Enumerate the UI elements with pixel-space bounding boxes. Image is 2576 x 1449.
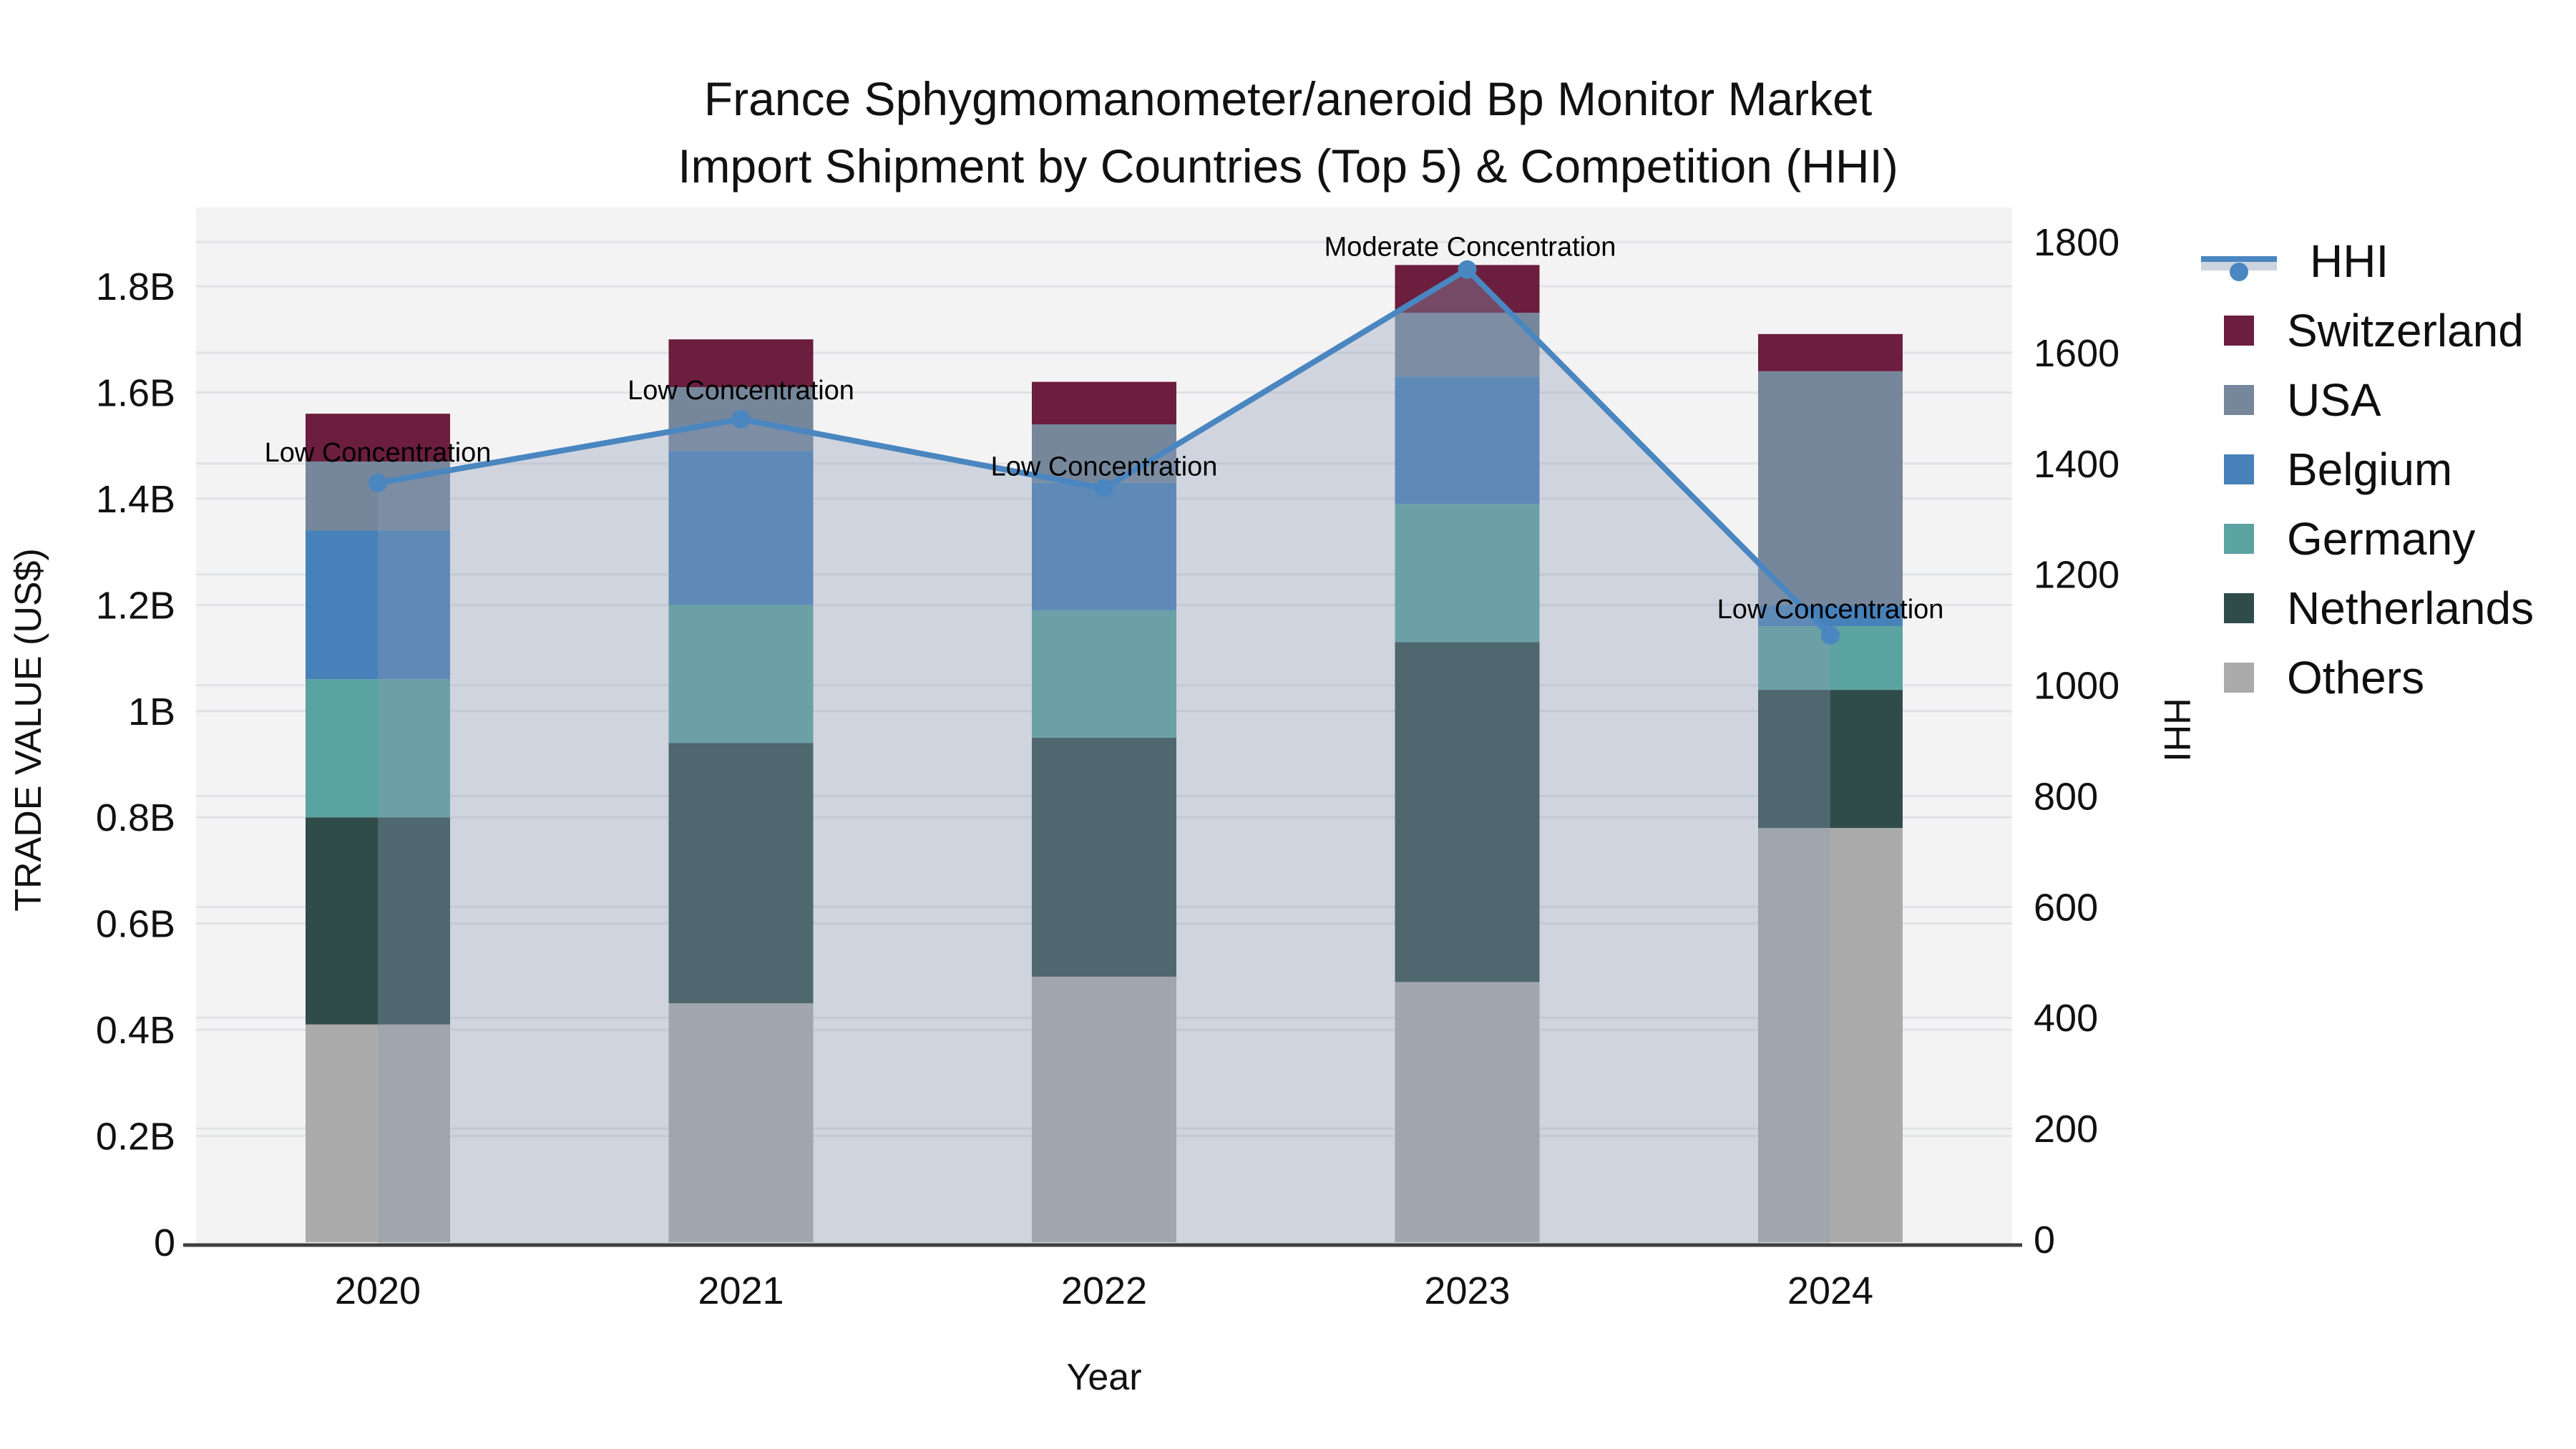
legend-label: Switzerland (2287, 304, 2524, 356)
y-right-tick-600: 600 (2034, 886, 2098, 929)
legend-label: USA (2287, 374, 2381, 426)
y-left-tick-0.8B: 0.8B (96, 796, 175, 839)
bar-segment-2020-germany[interactable] (306, 679, 450, 818)
y-right-tick-1600: 1600 (2034, 332, 2119, 375)
others-swatch (2224, 662, 2254, 693)
annotation-2023: Moderate Concentration (1324, 233, 1616, 263)
annotation-2024: Low Concentration (1717, 595, 1944, 625)
hhi-line-swatch (2201, 246, 2277, 281)
y-axis-left-title: TRADE VALUE (US$) (8, 548, 49, 912)
bar-segment-2024-others[interactable] (1758, 828, 1903, 1242)
bar-segment-2020-switzerland[interactable] (306, 414, 450, 462)
bar-segment-2022-germany[interactable] (1032, 610, 1176, 738)
bar-segment-2024-belgium[interactable] (1758, 605, 1903, 627)
annotation-2022: Low Concentration (991, 452, 1218, 482)
hhi-marker-2022[interactable] (1095, 479, 1113, 498)
bar-segment-2024-netherlands[interactable] (1758, 690, 1903, 829)
x-tick-2022: 2022 (1061, 1269, 1147, 1312)
y-right-tick-200: 200 (2034, 1108, 2098, 1151)
bar-segment-2022-usa[interactable] (1032, 424, 1176, 483)
legend-label: Germany (2287, 512, 2476, 565)
hhi-area-fill (378, 269, 1830, 1246)
y-left-tick-0.6B: 0.6B (96, 903, 175, 946)
bar-segment-2022-others[interactable] (1032, 976, 1176, 1242)
legend-item-hhi[interactable]: HHI (2201, 226, 2534, 296)
legend-item-belgium[interactable]: Belgium (2201, 434, 2534, 504)
y-right-tick-0: 0 (2034, 1219, 2055, 1262)
legend-item-usa[interactable]: USA (2201, 365, 2534, 434)
y-right-tick-1400: 1400 (2034, 443, 2119, 486)
bar-segment-2023-usa[interactable] (1395, 313, 1540, 377)
y-right-tick-1800: 1800 (2034, 221, 2119, 264)
hhi-marker-2020[interactable] (369, 473, 387, 492)
belgium-swatch (2224, 454, 2254, 484)
bar-segment-2021-others[interactable] (668, 1003, 814, 1242)
chart-title-line-2: Import Shipment by Countries (Top 5) & C… (678, 140, 1898, 192)
y-left-tick-0.2B: 0.2B (96, 1116, 175, 1158)
bar-segment-2021-netherlands[interactable] (668, 743, 814, 1004)
hhi-marker-2024[interactable] (1821, 625, 1840, 645)
y-left-tick-1B: 1B (128, 691, 175, 733)
annotation-2020: Low Concentration (265, 438, 492, 468)
hhi-marker-2021[interactable] (731, 409, 751, 429)
usa-swatch (2224, 384, 2254, 415)
legend-label: Belgium (2287, 443, 2453, 495)
bar-segment-2020-belgium[interactable] (306, 530, 450, 680)
y-left-tick-0.4B: 0.4B (96, 1009, 175, 1052)
bar-segment-2022-belgium[interactable] (1032, 482, 1176, 610)
x-tick-2021: 2021 (698, 1269, 784, 1312)
x-axis-title: Year (1066, 1357, 1142, 1398)
hhi-marker-2023[interactable] (1458, 260, 1477, 279)
switzerland-swatch (2224, 315, 2254, 346)
bar-segment-2022-switzerland[interactable] (1032, 381, 1176, 425)
legend-label: Netherlands (2287, 582, 2534, 634)
legend-item-netherlands[interactable]: Netherlands (2201, 573, 2534, 643)
y-left-tick-1.4B: 1.4B (96, 478, 175, 521)
bar-segment-2024-usa[interactable] (1758, 371, 1903, 605)
y-right-tick-1000: 1000 (2034, 665, 2119, 708)
y-left-tick-1.8B: 1.8B (96, 265, 175, 308)
x-tick-2024: 2024 (1787, 1269, 1873, 1312)
bar-segment-2024-switzerland[interactable] (1758, 333, 1903, 371)
x-tick-2023: 2023 (1424, 1269, 1510, 1312)
bar-segment-2023-belgium[interactable] (1395, 376, 1540, 504)
legend: HHI Switzerland USA Belgium Germany Neth… (2201, 226, 2534, 712)
y-right-tick-1200: 1200 (2034, 554, 2119, 597)
x-tick-2020: 2020 (335, 1269, 421, 1312)
bar-segment-2023-others[interactable] (1395, 982, 1540, 1242)
bar-segment-2020-netherlands[interactable] (306, 817, 450, 1025)
legend-item-others[interactable]: Others (2201, 643, 2534, 712)
bar-segment-2021-belgium[interactable] (668, 451, 814, 605)
y-left-tick-1.2B: 1.2B (96, 584, 175, 627)
y-left-tick-1.6B: 1.6B (96, 371, 175, 414)
y-left-tick-0: 0 (154, 1221, 175, 1264)
annotation-2021: Low Concentration (628, 376, 854, 406)
bar-segment-2021-germany[interactable] (668, 605, 814, 743)
legend-item-switzerland[interactable]: Switzerland (2201, 296, 2534, 365)
chart-title-line-1: France Sphygmomanometer/aneroid Bp Monit… (703, 72, 1873, 125)
bar-segment-2021-switzerland[interactable] (668, 339, 814, 388)
bar-segment-2023-netherlands[interactable] (1395, 642, 1540, 982)
y-right-tick-400: 400 (2034, 997, 2098, 1040)
y-right-tick-800: 800 (2034, 775, 2098, 818)
bar-segment-2020-others[interactable] (306, 1024, 450, 1242)
legend-item-germany[interactable]: Germany (2201, 504, 2534, 573)
germany-swatch (2224, 523, 2254, 554)
bar-segment-2023-germany[interactable] (1395, 504, 1540, 643)
netherlands-swatch (2224, 592, 2254, 623)
legend-label: HHI (2310, 235, 2389, 287)
y-axis-right-title: HHI (2156, 698, 2197, 762)
bar-segment-2022-netherlands[interactable] (1032, 737, 1176, 977)
legend-label: Others (2287, 651, 2425, 703)
